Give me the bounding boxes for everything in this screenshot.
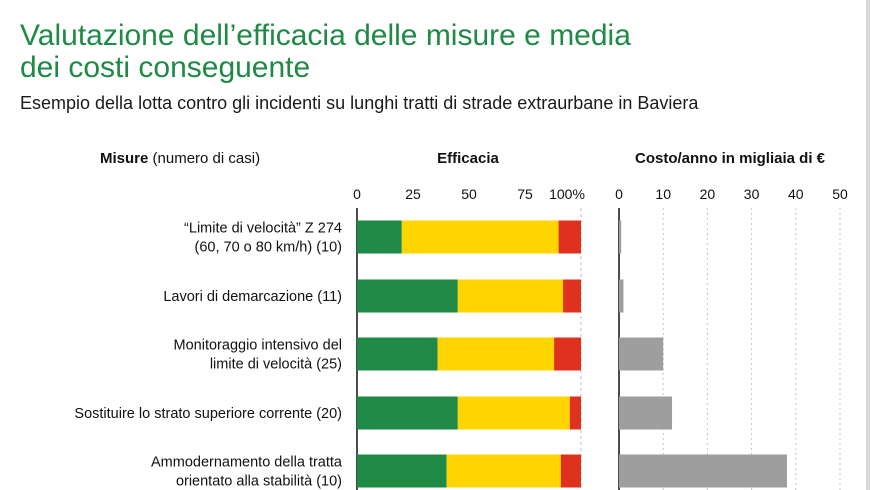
cost-header: Costo/anno in migliaia di € — [635, 150, 826, 167]
cost-bar — [619, 279, 624, 313]
category-label-name: orientato alla stabilità — [176, 474, 313, 490]
category-label: Ammodernamento della tratta — [151, 455, 343, 471]
category-label-count: (10) — [312, 240, 342, 256]
category-label: Sostituire lo strato superiore corrente … — [74, 406, 342, 422]
category-label-name: Sostituire lo strato superiore corrente — [74, 406, 312, 422]
category-label-count: (25) — [312, 357, 342, 373]
category-label-name: Lavori di demarcazione — [163, 289, 313, 305]
cost-tick-label: 30 — [744, 186, 760, 202]
cost-tick-label: 40 — [788, 186, 804, 202]
efficacy-bar-green — [357, 337, 438, 371]
efficacy-bar-yellow — [437, 337, 555, 371]
efficacy-tick-label: 100% — [549, 186, 585, 202]
cost-chart: 0 10 20 30 40 50 — [615, 186, 848, 490]
category-label: Monitoraggio intensivo del — [174, 338, 342, 354]
cost-bar — [619, 454, 787, 488]
measures-header-light: (numero di casi) — [148, 150, 260, 167]
efficacy-bar-green — [357, 396, 458, 430]
category-label-name: (60, 70 o 80 km/h) — [195, 240, 313, 256]
cost-bar — [619, 220, 622, 254]
efficacy-tick-label: 50 — [461, 186, 477, 202]
category-label-name: Monitoraggio intensivo del — [174, 338, 342, 354]
efficacy-chart: 0 25 50 75 100% “Limite di velocità” Z 274 (60… — [74, 186, 585, 490]
efficacy-header: Efficacia — [437, 150, 499, 167]
cost-tick-label: 10 — [655, 186, 671, 202]
efficacy-bar-red — [558, 220, 581, 254]
category-label: Lavori di demarcazione (11) — [163, 289, 342, 305]
category-label-count: (11) — [313, 289, 342, 305]
category-label: orientato alla stabilità (10) — [176, 474, 342, 490]
efficacy-bar-yellow — [457, 396, 570, 430]
efficacy-bar-red — [569, 396, 581, 430]
category-label-name: “Limite di velocità” Z 274 — [184, 221, 342, 237]
category-label-count: (10) — [312, 474, 342, 490]
efficacy-bar-red — [560, 454, 581, 488]
efficacy-bar-yellow — [457, 279, 564, 313]
efficacy-bar-green — [357, 454, 447, 488]
efficacy-bar-red — [554, 337, 581, 371]
category-label-count: (20) — [312, 406, 342, 422]
measures-header: Misure (numero di casi) — [100, 150, 260, 167]
chart-subtitle: Esempio della lotta contro gli incidenti… — [20, 93, 699, 113]
category-label: (60, 70 o 80 km/h) (10) — [195, 240, 343, 256]
chart-title: Valutazione dell’efficacia delle misure … — [20, 19, 631, 84]
efficacy-bar-yellow — [401, 220, 559, 254]
cost-tick-label: 20 — [700, 186, 716, 202]
category-label: “Limite di velocità” Z 274 — [184, 221, 342, 237]
cost-tick-label: 0 — [615, 186, 623, 202]
efficacy-bar-green — [357, 279, 458, 313]
cost-tick-label: 50 — [832, 186, 848, 202]
category-label: limite di velocità (25) — [210, 357, 342, 373]
efficacy-tick-label: 25 — [405, 186, 421, 202]
cost-bar — [619, 396, 673, 430]
category-label-name: Ammodernamento della tratta — [151, 455, 343, 471]
efficacy-bar-red — [563, 279, 581, 313]
efficacy-tick-label: 0 — [353, 186, 361, 202]
cost-bar — [619, 337, 664, 371]
efficacy-bar-yellow — [446, 454, 561, 488]
category-label-name: limite di velocità — [210, 357, 313, 373]
measures-header-bold: Misure — [100, 150, 148, 167]
efficacy-tick-label: 75 — [517, 186, 533, 202]
efficacy-bar-green — [357, 220, 402, 254]
